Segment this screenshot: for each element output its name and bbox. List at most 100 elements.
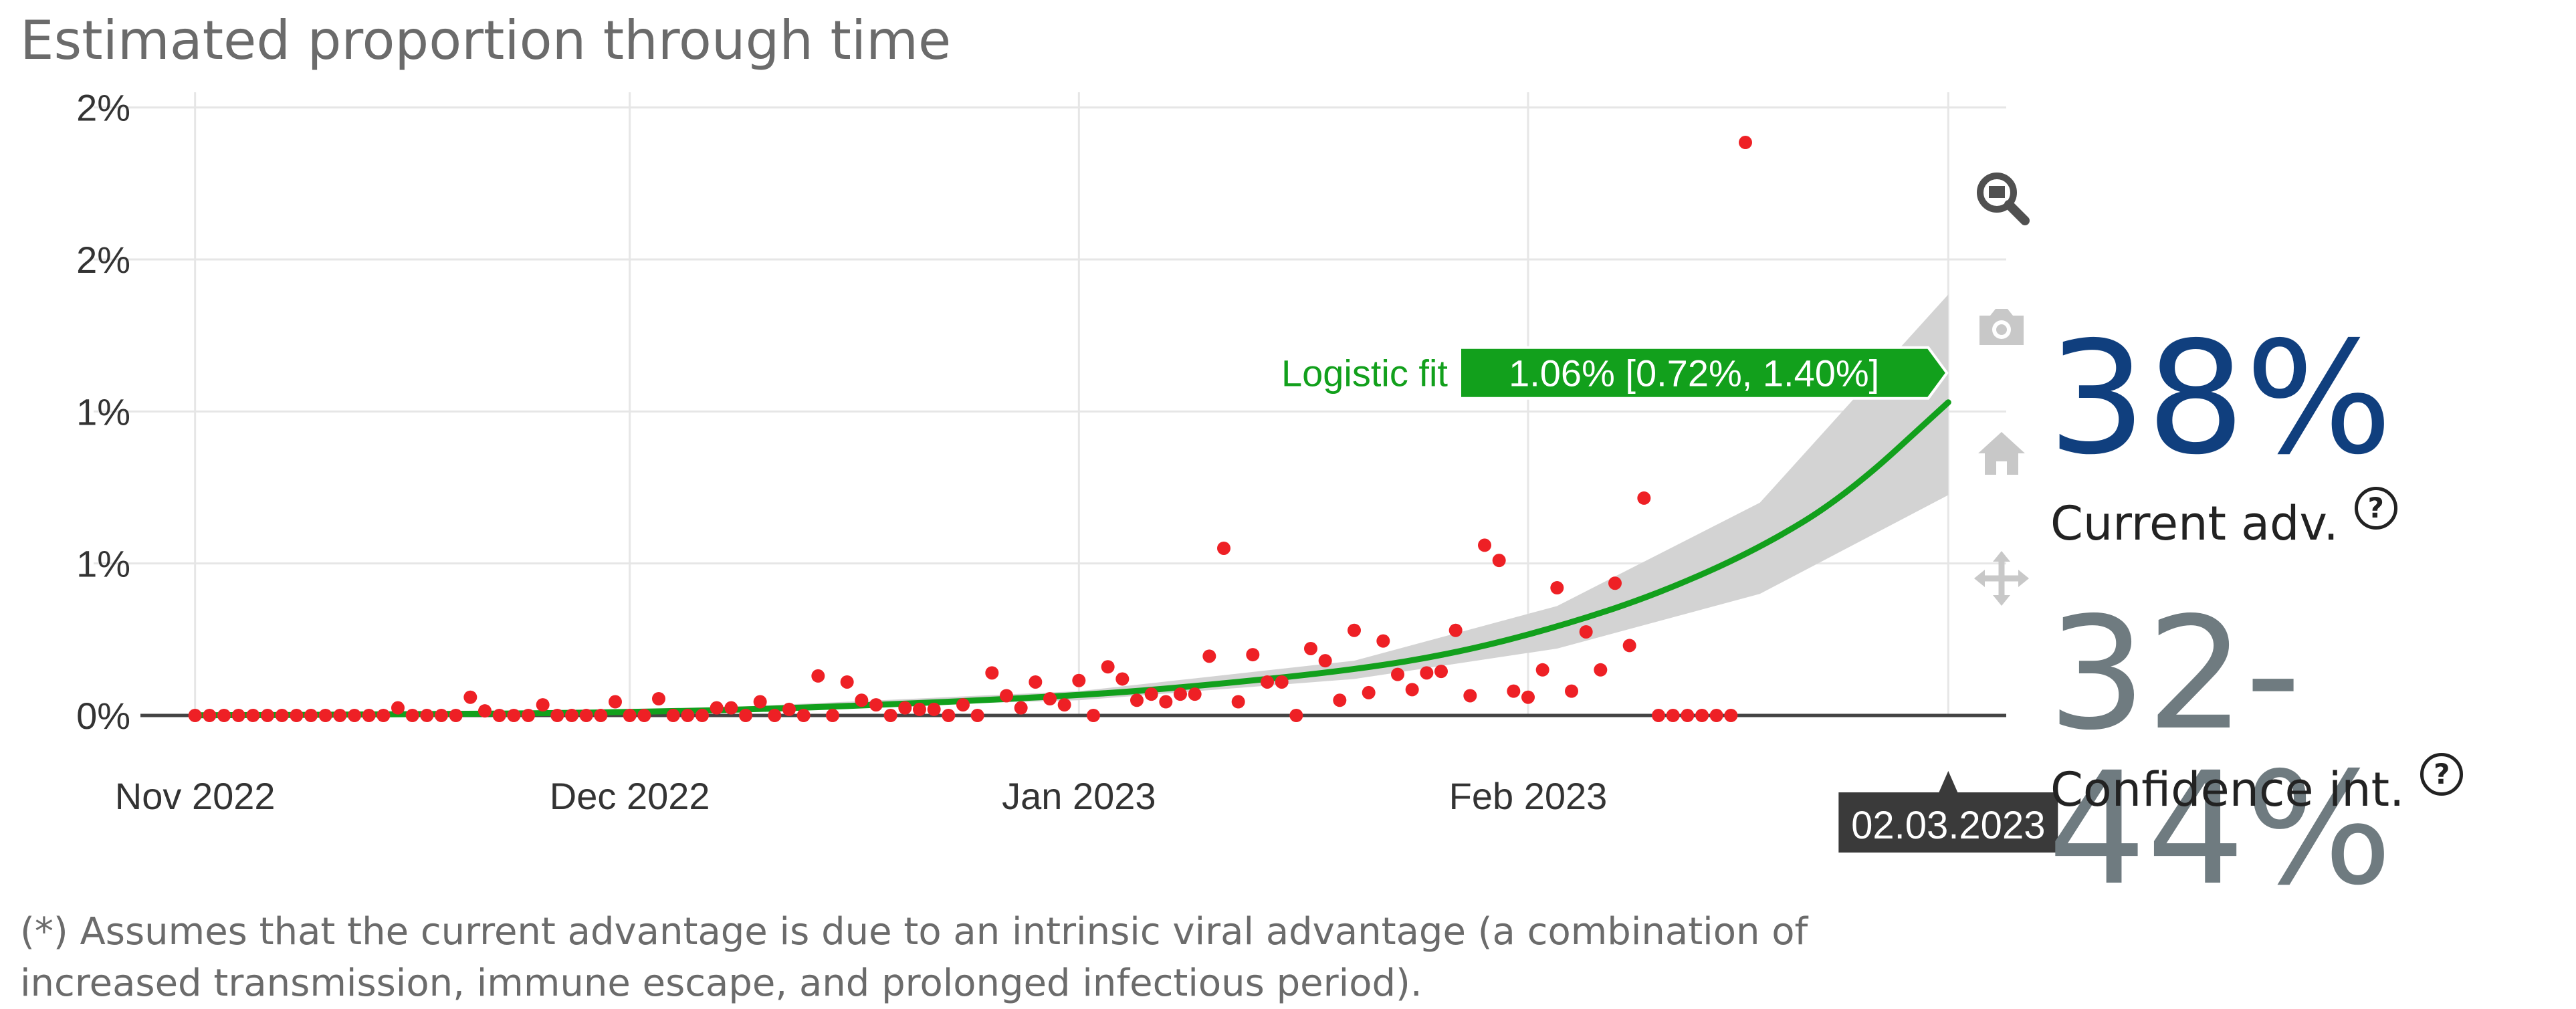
data-point[interactable] (1622, 639, 1636, 653)
data-point[interactable] (695, 709, 709, 722)
data-point[interactable] (318, 709, 332, 722)
data-point[interactable] (883, 709, 897, 722)
data-point[interactable] (1652, 709, 1665, 722)
data-point[interactable] (753, 695, 767, 709)
data-point[interactable] (203, 709, 217, 722)
zoom-button[interactable] (1971, 167, 2032, 227)
data-point[interactable] (1637, 491, 1651, 505)
data-point[interactable] (970, 709, 984, 722)
data-point[interactable] (1579, 625, 1593, 639)
data-point[interactable] (768, 709, 782, 722)
data-point[interactable] (1724, 709, 1738, 722)
data-point[interactable] (217, 709, 231, 722)
data-point[interactable] (652, 691, 665, 705)
data-point[interactable] (1348, 623, 1361, 637)
data-point[interactable] (246, 709, 260, 722)
data-point[interactable] (304, 709, 318, 722)
data-point[interactable] (1507, 684, 1521, 698)
data-point[interactable] (1246, 648, 1260, 662)
data-point[interactable] (261, 709, 274, 722)
data-point[interactable] (1739, 136, 1752, 150)
data-point[interactable] (550, 709, 564, 722)
data-point[interactable] (1492, 554, 1506, 568)
data-point[interactable] (362, 709, 376, 722)
data-point[interactable] (1174, 687, 1187, 701)
help-icon[interactable]: ? (2354, 487, 2397, 530)
data-point[interactable] (1057, 698, 1071, 712)
data-point[interactable] (1376, 634, 1390, 648)
data-point[interactable] (637, 709, 651, 722)
data-point[interactable] (1391, 667, 1404, 681)
reset-axes-button[interactable] (1971, 423, 2032, 483)
data-point[interactable] (1681, 709, 1695, 722)
data-point[interactable] (1535, 663, 1549, 677)
data-point[interactable] (869, 698, 883, 712)
data-point[interactable] (1029, 675, 1043, 689)
data-point[interactable] (1362, 685, 1376, 699)
data-point[interactable] (405, 709, 419, 722)
data-point[interactable] (1565, 684, 1578, 698)
data-point[interactable] (739, 709, 752, 722)
data-point[interactable] (579, 709, 593, 722)
data-point[interactable] (985, 666, 999, 680)
data-point[interactable] (449, 709, 463, 722)
data-point[interactable] (1550, 581, 1564, 595)
download-image-button[interactable] (1971, 297, 2032, 357)
data-point[interactable] (1463, 689, 1477, 703)
data-point[interactable] (463, 690, 477, 704)
data-point[interactable] (1434, 665, 1448, 679)
data-point[interactable] (1304, 641, 1317, 655)
data-point[interactable] (1130, 693, 1144, 707)
data-point[interactable] (942, 709, 956, 722)
data-point[interactable] (1289, 709, 1303, 722)
data-point[interactable] (1000, 689, 1013, 703)
data-point[interactable] (565, 709, 578, 722)
data-point[interactable] (1275, 675, 1289, 689)
data-point[interactable] (1014, 701, 1028, 715)
data-point[interactable] (826, 709, 839, 722)
data-point[interactable] (1188, 687, 1202, 701)
data-point[interactable] (1709, 709, 1723, 722)
data-point[interactable] (1231, 695, 1245, 709)
data-point[interactable] (231, 709, 245, 722)
data-point[interactable] (1261, 675, 1274, 689)
data-point[interactable] (681, 709, 695, 722)
data-point[interactable] (724, 701, 738, 715)
data-point[interactable] (1666, 709, 1680, 722)
data-point[interactable] (1087, 709, 1100, 722)
proportion-chart[interactable]: 0% 1% 1% 2% 2% Nov 2022 Dec 2022 Jan 2023 Feb 20… (0, 0, 2576, 980)
data-point[interactable] (1405, 683, 1419, 697)
data-point[interactable] (1478, 538, 1491, 552)
data-point[interactable] (1043, 691, 1057, 705)
data-point[interactable] (275, 709, 289, 722)
data-point[interactable] (1594, 663, 1608, 677)
data-point[interactable] (1695, 709, 1709, 722)
data-point[interactable] (782, 702, 796, 716)
data-point[interactable] (1318, 654, 1332, 668)
data-point[interactable] (1420, 666, 1434, 680)
data-point[interactable] (377, 709, 391, 722)
data-point[interactable] (1202, 649, 1216, 663)
data-point[interactable] (927, 702, 941, 716)
data-point[interactable] (507, 709, 521, 722)
data-point[interactable] (1217, 541, 1230, 555)
data-point[interactable] (1144, 687, 1158, 701)
data-point[interactable] (796, 709, 811, 722)
data-points-layer[interactable] (188, 136, 1752, 722)
data-point[interactable] (1521, 690, 1535, 704)
data-point[interactable] (855, 693, 869, 707)
data-point[interactable] (290, 709, 304, 722)
data-point[interactable] (840, 675, 854, 689)
data-point[interactable] (811, 669, 825, 683)
data-point[interactable] (391, 701, 405, 715)
data-point[interactable] (1101, 660, 1115, 674)
data-point[interactable] (1159, 695, 1173, 709)
data-point[interactable] (898, 701, 912, 715)
data-point[interactable] (609, 695, 622, 709)
pan-button[interactable] (1971, 548, 2032, 608)
data-point[interactable] (666, 709, 680, 722)
data-point[interactable] (420, 709, 434, 722)
data-point[interactable] (435, 709, 448, 722)
data-point[interactable] (522, 709, 535, 722)
data-point[interactable] (913, 702, 926, 716)
